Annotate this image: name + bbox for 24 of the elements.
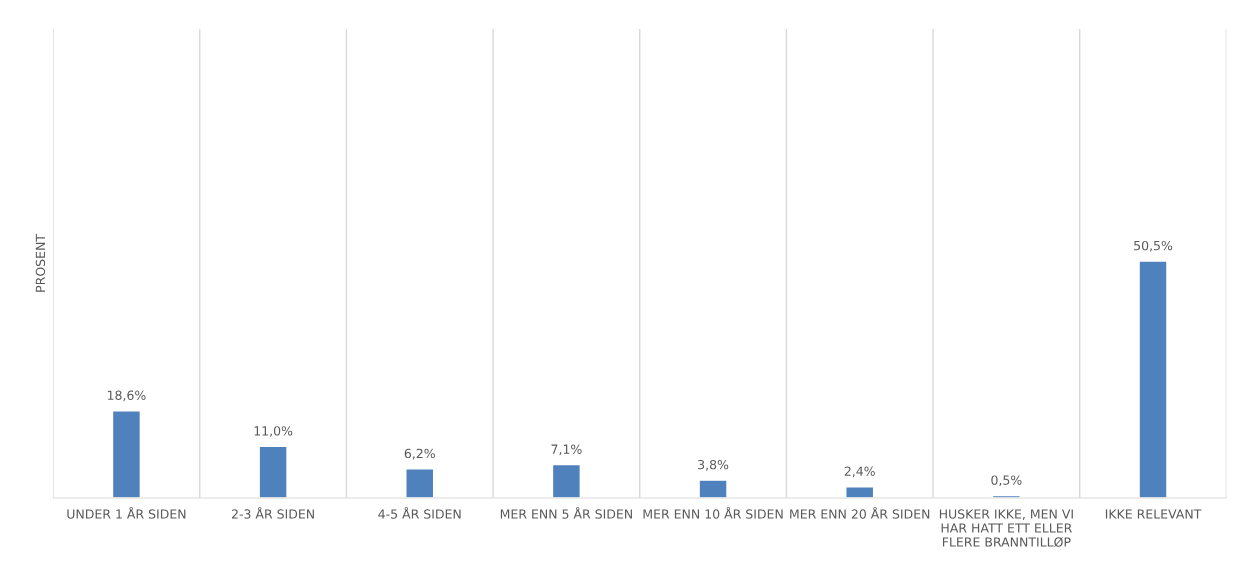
y-axis-title: PROSENT: [35, 233, 46, 292]
x-tick-label: 2-3 ÅR SIDEN: [231, 506, 314, 519]
x-tick-label: 4-5 ÅR SIDEN: [378, 506, 461, 519]
data-label: 0,5%: [991, 475, 1022, 487]
data-label: 18,6%: [107, 390, 146, 402]
bar: [845, 485, 875, 498]
x-tick-label: HUSKER IKKE, MEN VI HAR HATT ETT ELLER FLERE BRANNTILLØP: [939, 509, 1073, 547]
x-tick-label: UNDER 1 ÅR SIDEN: [67, 506, 186, 519]
data-label: 7,1%: [551, 444, 582, 456]
data-label: 6,2%: [404, 448, 435, 460]
x-tick-label: MER ENN 10 ÅR SIDEN: [643, 506, 783, 519]
data-label: 50,5%: [1134, 240, 1173, 252]
x-tick-label: IKKE RELEVANT: [1105, 509, 1202, 519]
x-tick-label: MER ENN 20 ÅR SIDEN: [790, 506, 930, 519]
bar: [551, 463, 582, 498]
data-label: 11,0%: [254, 426, 293, 437]
bar: [698, 479, 728, 498]
bar: [111, 410, 142, 498]
bar: [405, 468, 435, 498]
x-tick-label: MER ENN 5 ÅR SIDEN: [500, 506, 632, 519]
data-label: 2,4%: [844, 466, 875, 478]
bar: [258, 445, 288, 498]
bar: [1138, 260, 1168, 498]
data-label: 3,8%: [698, 459, 729, 471]
